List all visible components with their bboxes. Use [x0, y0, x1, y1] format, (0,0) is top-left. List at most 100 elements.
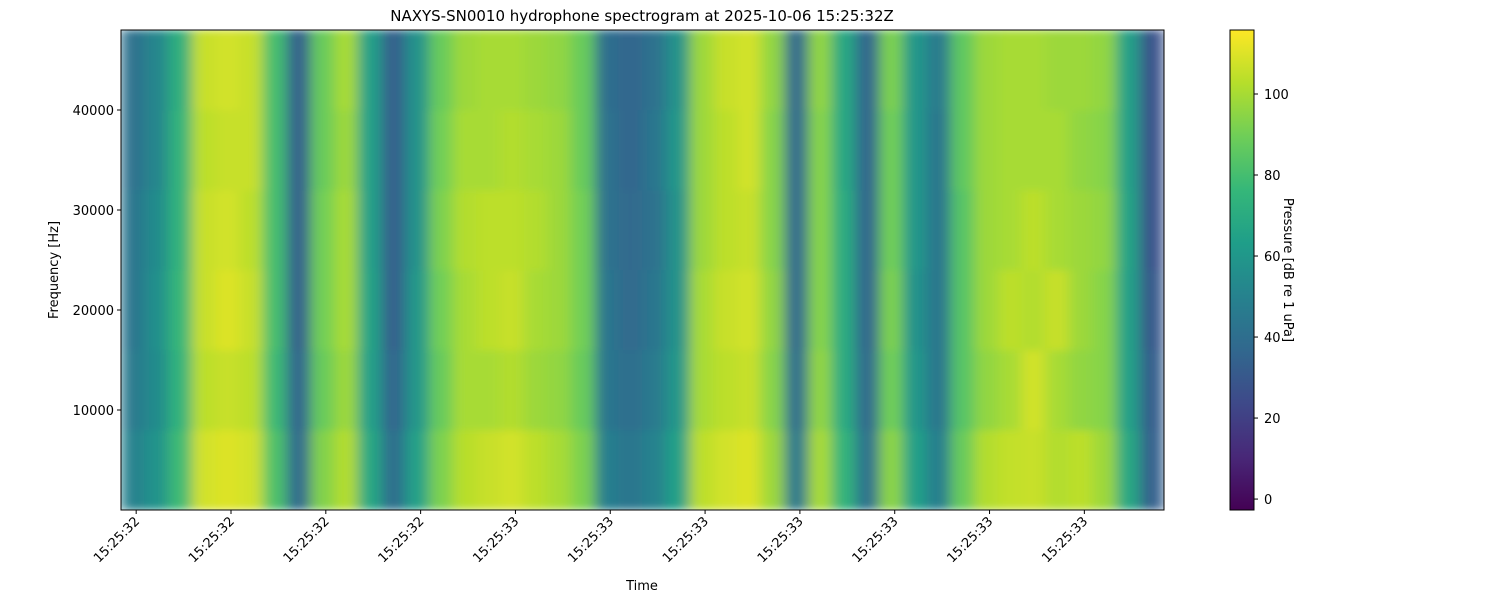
- spectrogram-cell: [357, 349, 383, 431]
- spectrogram-cell: [168, 30, 193, 111]
- spectrogram-cell: [665, 429, 691, 510]
- spectrogram-cell: [523, 429, 548, 510]
- colorbar-tick-label: 80: [1264, 169, 1281, 184]
- spectrogram-cell: [902, 429, 928, 510]
- spectrogram-cell: [1021, 349, 1046, 431]
- spectrogram-cell: [926, 30, 951, 111]
- spectrogram-cell: [760, 429, 786, 510]
- spectrogram-cell: [1116, 349, 1141, 431]
- spectrogram-cell: [1045, 349, 1070, 431]
- spectrogram-cell: [1068, 109, 1094, 191]
- spectrogram-cell: [523, 269, 548, 351]
- spectrogram-cell: [1045, 269, 1070, 351]
- spectrogram-cell: [1116, 429, 1141, 510]
- spectrogram-cell: [618, 349, 643, 431]
- x-tick-label: 15:25:33: [944, 514, 996, 566]
- spectrogram-cell: [902, 189, 928, 271]
- spectrogram-cell: [760, 269, 786, 351]
- spectrogram-cell: [974, 30, 999, 111]
- spectrogram-cell: [523, 189, 548, 271]
- spectrogram-cell: [121, 30, 146, 111]
- spectrogram-cell: [689, 429, 714, 510]
- spectrogram-cell: [1045, 189, 1070, 271]
- spectrogram-cell: [452, 189, 477, 271]
- spectrogram-cell: [902, 30, 928, 111]
- spectrogram-cell: [1021, 30, 1046, 111]
- spectrogram-cell: [191, 269, 217, 351]
- spectrogram-cell: [334, 30, 359, 111]
- spectrogram-cell: [405, 30, 430, 111]
- spectrogram-cell: [1116, 109, 1141, 191]
- spectrogram-cell: [144, 349, 169, 431]
- spectrogram-cell: [405, 109, 430, 191]
- spectrogram-cell: [950, 429, 975, 510]
- spectrogram-cell: [239, 189, 264, 271]
- spectrogram-cell: [452, 429, 477, 510]
- spectrogram-cell: [168, 109, 193, 191]
- spectrogram-cell: [784, 30, 809, 111]
- x-tick-label: 15:25:33: [755, 514, 807, 566]
- spectrogram-cell: [974, 109, 999, 191]
- spectrogram-cell: [1045, 429, 1070, 510]
- spectrogram-cell: [1116, 189, 1141, 271]
- spectrogram-cell: [452, 269, 477, 351]
- spectrogram-cell: [262, 429, 288, 510]
- spectrogram-cell: [286, 349, 311, 431]
- spectrogram-cell: [334, 109, 359, 191]
- spectrogram-cell: [1068, 189, 1094, 271]
- spectrogram-cell: [476, 30, 501, 111]
- spectrogram-cell: [334, 189, 359, 271]
- spectrogram-cell: [926, 189, 951, 271]
- y-axis-label: Frequency [Hz]: [47, 221, 62, 319]
- spectrogram-cell: [950, 30, 975, 111]
- spectrogram-cell: [547, 30, 572, 111]
- spectrogram-cell: [1021, 109, 1046, 191]
- spectrogram-cell: [926, 109, 951, 191]
- spectrogram-cell: [286, 30, 311, 111]
- spectrogram-cell: [215, 269, 240, 351]
- spectrogram-cell: [1092, 349, 1117, 431]
- spectrogram-cell: [1139, 30, 1164, 111]
- spectrogram-cell: [1021, 269, 1046, 351]
- spectrogram-cell: [262, 30, 288, 111]
- spectrogram-cell: [808, 189, 833, 271]
- spectrogram-cell: [855, 429, 880, 510]
- spectrogram-cell: [831, 30, 857, 111]
- spectrogram-cell: [689, 109, 714, 191]
- spectrogram-cell: [642, 109, 667, 191]
- spectrogram-cell: [1139, 269, 1164, 351]
- y-tick-label: 10000: [73, 404, 114, 419]
- spectrogram-cell: [405, 269, 430, 351]
- spectrogram-cell: [665, 189, 691, 271]
- spectrogram-cell: [760, 109, 786, 191]
- spectrogram-cell: [499, 349, 525, 431]
- spectrogram-cell: [689, 30, 714, 111]
- spectrogram-cell: [523, 109, 548, 191]
- spectrogram-cell: [926, 269, 951, 351]
- spectrogram-cell: [1068, 429, 1094, 510]
- spectrogram-cell: [1068, 269, 1094, 351]
- spectrogram-cell: [168, 429, 193, 510]
- spectrogram-cell: [831, 429, 857, 510]
- spectrogram-cell: [286, 109, 311, 191]
- spectrogram-cell: [594, 429, 620, 510]
- spectrogram-cell: [737, 109, 762, 191]
- spectrogram-cell: [618, 189, 643, 271]
- x-tick-label: 15:25:33: [565, 514, 617, 566]
- spectrogram-cell: [499, 189, 525, 271]
- spectrogram-cell: [215, 189, 240, 271]
- spectrogram-cell: [974, 269, 999, 351]
- spectrogram-cell: [855, 349, 880, 431]
- spectrogram-cell: [879, 30, 904, 111]
- spectrogram-cell: [239, 269, 264, 351]
- spectrogram-cell: [547, 109, 572, 191]
- spectrogram-cell: [547, 189, 572, 271]
- spectrogram-cell: [974, 189, 999, 271]
- spectrogram-cell: [997, 109, 1023, 191]
- spectrogram-cell: [191, 109, 217, 191]
- spectrogram-cell: [855, 30, 880, 111]
- spectrogram-cell: [571, 189, 596, 271]
- spectrogram-cell: [262, 349, 288, 431]
- spectrogram-cell: [428, 109, 454, 191]
